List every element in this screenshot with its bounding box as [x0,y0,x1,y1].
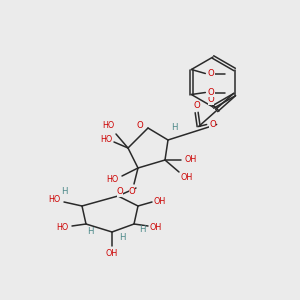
Text: OH: OH [185,155,197,164]
Text: H: H [119,233,125,242]
Text: O: O [129,187,135,196]
Text: OH: OH [150,223,162,232]
Text: H: H [61,188,67,196]
Text: OH: OH [181,173,193,182]
Text: O: O [208,88,215,97]
Text: O: O [209,120,216,129]
Text: HO: HO [106,176,118,184]
Text: H: H [87,227,93,236]
Text: HO: HO [56,223,68,232]
Text: OH: OH [154,196,166,206]
Text: HO: HO [100,136,112,145]
Text: O: O [136,122,143,130]
Text: O: O [208,95,214,104]
Text: HO: HO [102,122,114,130]
Text: O: O [208,69,215,78]
Text: O: O [117,188,123,196]
Text: OH: OH [106,250,118,259]
Text: H: H [139,226,145,235]
Text: H: H [171,124,177,133]
Text: HO: HO [48,196,60,205]
Text: O: O [193,101,200,110]
